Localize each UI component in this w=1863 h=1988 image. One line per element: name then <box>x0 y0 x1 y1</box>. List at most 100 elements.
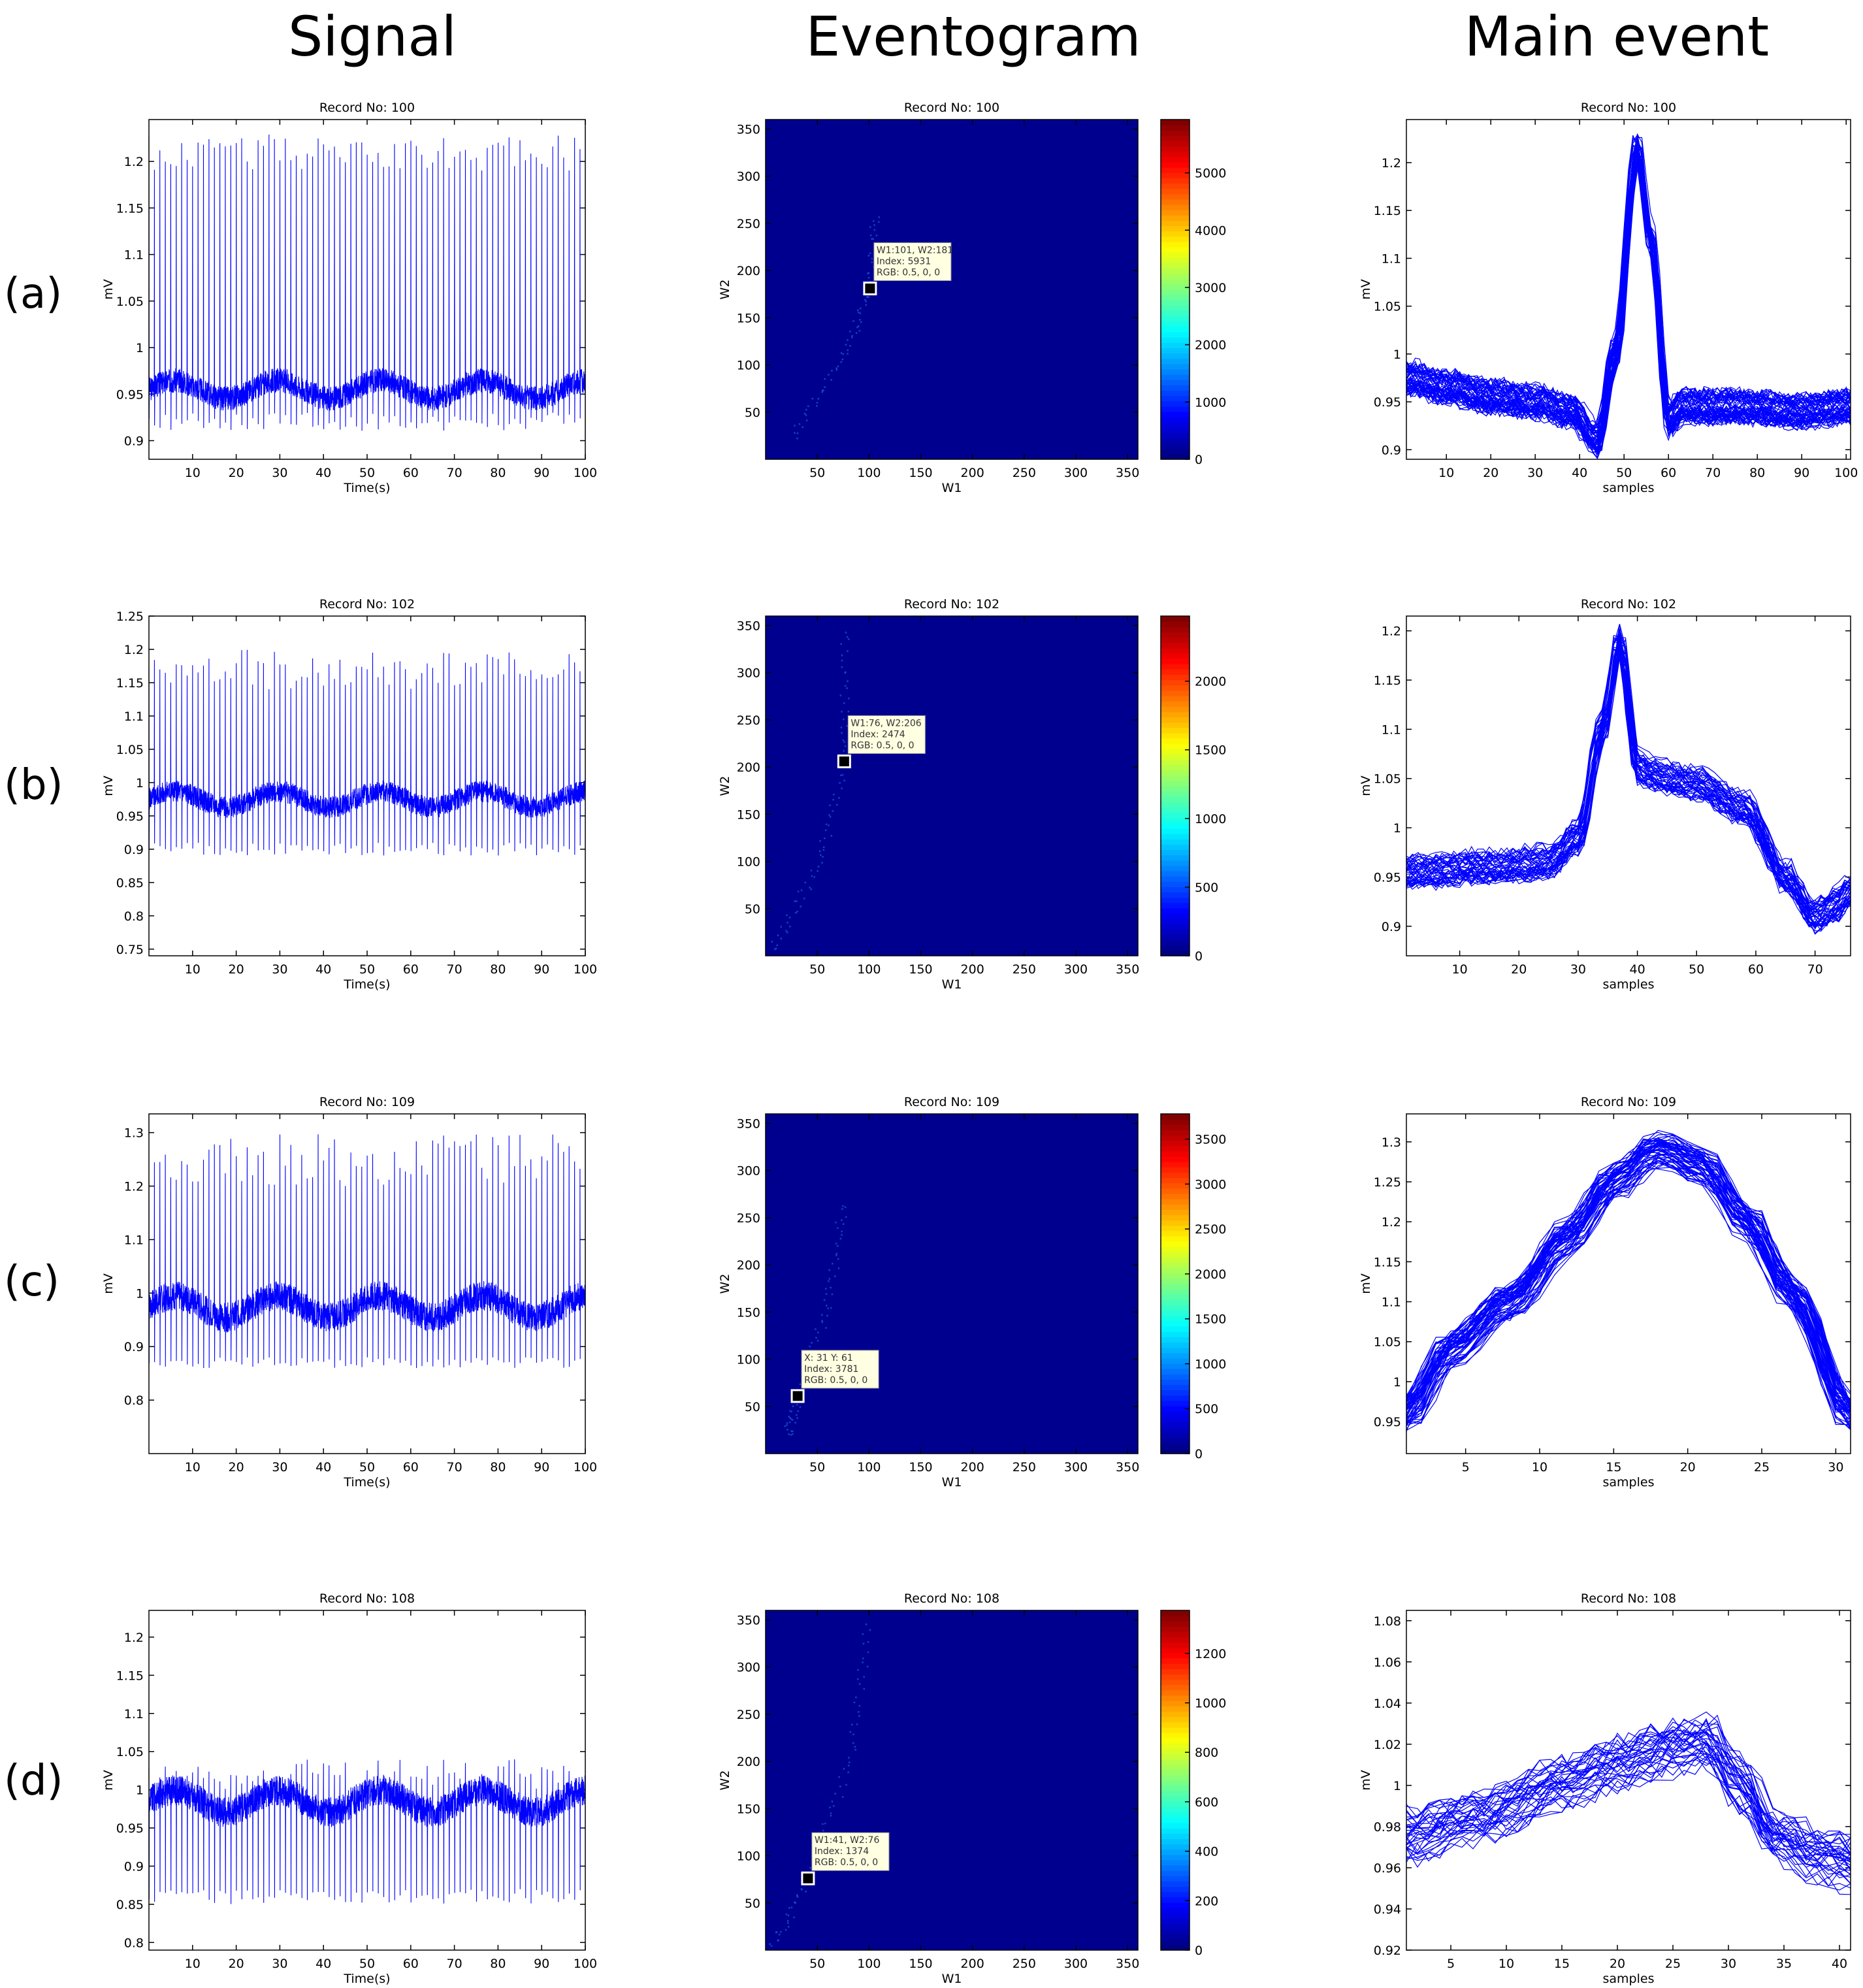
colorbar-segment <box>1161 1689 1190 1696</box>
eventogram-xtick-label: 150 <box>909 1460 932 1475</box>
signal-xtick-label: 90 <box>534 1460 549 1475</box>
eventogram-cell <box>871 257 873 260</box>
main-event-series-line <box>1406 135 1851 431</box>
signal-xtick-label: 20 <box>229 466 244 480</box>
eventogram-ytick-label: 250 <box>737 1708 760 1722</box>
main-event-series-line <box>1406 1721 1851 1854</box>
eventogram-cell <box>794 1422 796 1424</box>
eventogram-cell <box>815 1328 817 1330</box>
eventogram-cell <box>780 1931 782 1933</box>
eventogram-cell <box>834 1275 836 1277</box>
colorbar-segment <box>1161 764 1190 771</box>
eventogram-cell <box>835 1252 837 1255</box>
colorbar-segment <box>1161 1828 1190 1834</box>
eventogram-cell <box>844 1206 847 1209</box>
colorbar-segment <box>1161 1902 1190 1908</box>
colorbar-segment <box>1161 188 1190 195</box>
colorbar-segment <box>1161 1769 1190 1776</box>
main-event-xtick-label: 10 <box>1438 466 1454 480</box>
eventogram-xtick-label: 100 <box>857 466 881 480</box>
colorbar-segment <box>1161 924 1190 930</box>
eventogram-cell <box>839 1785 841 1787</box>
eventogram-cell <box>869 1629 871 1631</box>
colorbar-segment <box>1161 1432 1190 1439</box>
colorbar-segment <box>1161 1647 1190 1654</box>
main-event-series-line <box>1406 134 1851 431</box>
eventogram-cell <box>816 405 818 407</box>
main-event-series-line <box>1406 1723 1851 1855</box>
colorbar-segment <box>1161 664 1190 670</box>
eventogram-xtick-label: 300 <box>1064 466 1088 480</box>
signal-ytick-label: 1 <box>136 1784 144 1798</box>
colorbar-segment <box>1161 1849 1190 1855</box>
colorbar-segment <box>1161 1753 1190 1760</box>
colorbar-segment <box>1161 1124 1190 1130</box>
eventogram-cell <box>844 745 847 747</box>
colorbar-segment <box>1161 1400 1190 1407</box>
eventogram-cell <box>871 238 873 240</box>
main-event-ytick-label: 0.95 <box>1374 870 1401 885</box>
eventogram-cell <box>788 1415 790 1418</box>
eventogram-cell <box>839 1237 842 1240</box>
signal-title: Record No: 102 <box>319 597 415 611</box>
colorbar-segment <box>1161 754 1190 760</box>
main-event-xlabel: samples <box>1603 977 1655 992</box>
eventogram-cell <box>837 1258 839 1260</box>
eventogram-cell <box>824 386 826 388</box>
signal-ytick-label: 0.8 <box>124 1393 144 1408</box>
colorbar-segment <box>1161 1743 1190 1749</box>
signal-xtick-label: 30 <box>272 962 287 977</box>
colorbar-segment <box>1161 722 1190 728</box>
colorbar-segment <box>1161 1427 1190 1433</box>
eventogram-cell <box>857 325 860 327</box>
main-event-ytick-label: 1.08 <box>1374 1614 1401 1629</box>
eventogram-ylabel: W2 <box>718 1274 732 1294</box>
eventogram-datatip-marker <box>801 1871 815 1885</box>
eventogram-cell <box>837 1227 839 1230</box>
colorbar-segment <box>1161 679 1190 686</box>
signal-xtick-label: 10 <box>185 962 201 977</box>
signal-xtick-label: 20 <box>229 1460 244 1475</box>
signal-xtick-label: 20 <box>229 1957 244 1971</box>
eventogram-cell <box>852 320 854 322</box>
colorbar-segment <box>1161 432 1190 439</box>
colorbar-segment <box>1161 422 1190 428</box>
eventogram-cell <box>865 304 867 306</box>
colorbar-segment <box>1161 400 1190 407</box>
colorbar-segment <box>1161 1422 1190 1427</box>
eventogram-cell <box>802 426 804 429</box>
colorbar-segment <box>1161 717 1190 723</box>
eventogram-cell <box>821 1321 823 1324</box>
eventogram-cell <box>851 334 853 337</box>
eventogram-cell <box>811 875 813 877</box>
signal-xtick-label: 20 <box>229 962 244 977</box>
eventogram-cell <box>841 659 843 662</box>
eventogram-ytick-label: 50 <box>745 1400 760 1414</box>
main-event-series-line <box>1406 160 1851 459</box>
signal-ytick-label: 1.1 <box>124 1707 144 1721</box>
eventogram-cell <box>841 774 844 776</box>
eventogram-cell <box>873 220 875 222</box>
main-event-series-line <box>1406 1718 1851 1850</box>
colorbar-tick-label: 1000 <box>1195 1357 1226 1371</box>
eventogram-cell <box>855 332 858 334</box>
eventogram-cell <box>843 1768 845 1770</box>
main-event-series-group <box>1406 1711 1851 1895</box>
signal-ylabel: mV <box>101 775 116 796</box>
main-event-ylabel: mV <box>1359 775 1373 796</box>
eventogram-cell <box>845 685 847 687</box>
eventogram-cell <box>822 1823 824 1825</box>
main-event-xtick-label: 25 <box>1754 1460 1770 1475</box>
eventogram-cell <box>817 870 818 872</box>
eventogram-cell <box>789 925 791 928</box>
eventogram-xtick-label: 250 <box>1012 1460 1036 1475</box>
eventogram-xlabel: W1 <box>942 1972 962 1986</box>
colorbar-segment <box>1161 902 1190 909</box>
eventogram-cell <box>858 1711 860 1713</box>
colorbar-segment <box>1161 1929 1190 1935</box>
eventogram-cell <box>847 349 849 351</box>
colorbar-segment <box>1161 780 1190 787</box>
main-event-frame <box>1406 1610 1851 1951</box>
eventogram-datatip-line: RGB: 0.5, 0, 0 <box>850 740 914 751</box>
eventogram-cell <box>840 643 842 645</box>
